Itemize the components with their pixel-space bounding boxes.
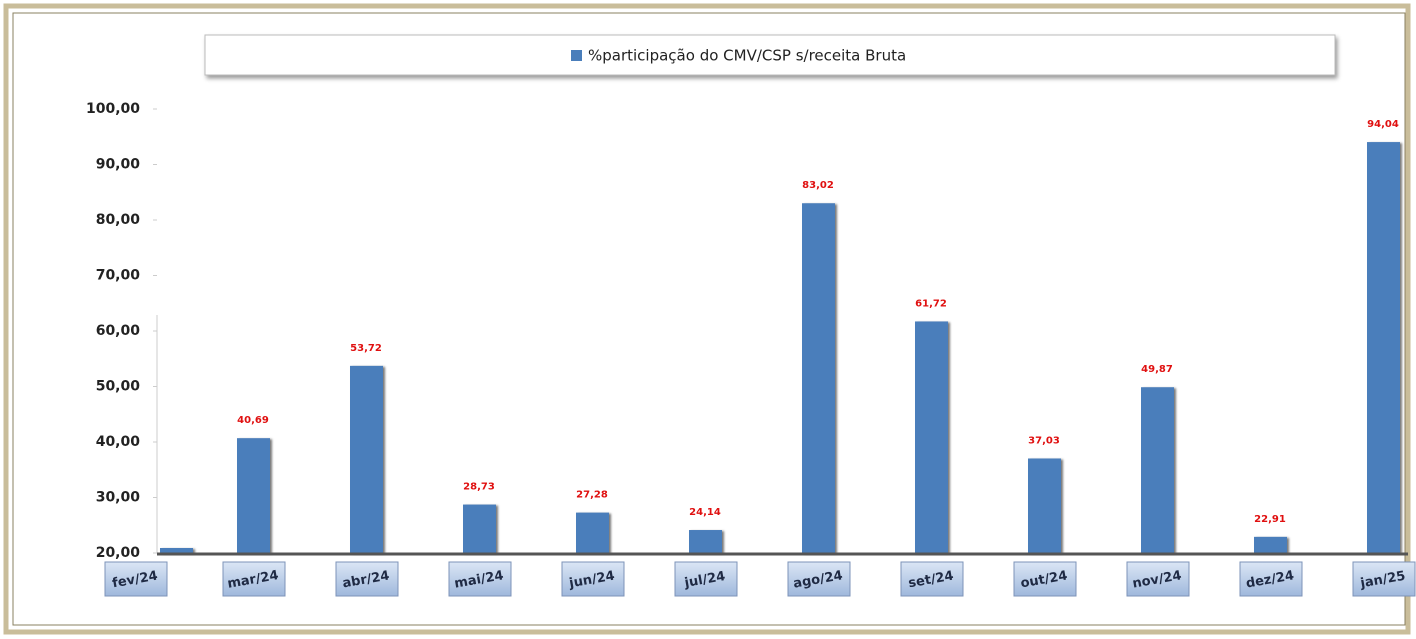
y-tick-label: 30,00 (96, 490, 141, 506)
category-box (787, 561, 851, 597)
category-box (1126, 561, 1190, 597)
bar (1028, 458, 1061, 553)
category-box (1013, 561, 1077, 597)
category-box (1239, 561, 1303, 597)
category-box (222, 561, 286, 597)
inner-frame (12, 12, 1406, 626)
value-label: 61,72 (915, 298, 947, 309)
category-box (104, 561, 168, 597)
bar (160, 548, 193, 553)
bar (915, 321, 948, 553)
bar (463, 504, 496, 553)
value-label: 94,04 (1367, 119, 1399, 130)
value-label: 28,73 (463, 482, 495, 493)
bar (350, 365, 383, 553)
value-label: 37,03 (1028, 435, 1060, 446)
legend-swatch (571, 50, 582, 61)
value-label: 40,69 (237, 415, 269, 426)
legend-label: %participação do CMV/CSP s/receita Bruta (588, 47, 906, 65)
legend-box (204, 34, 1336, 76)
y-tick-label: 40,00 (96, 434, 141, 450)
y-tick-label: 90,00 (96, 157, 141, 173)
bar (1254, 536, 1287, 553)
bar (576, 512, 609, 553)
value-label: 22,91 (1254, 514, 1286, 525)
bar (1367, 142, 1400, 553)
category-box (900, 561, 964, 597)
y-tick-label: 60,00 (96, 323, 141, 339)
bar (1141, 387, 1174, 553)
bar (802, 203, 835, 553)
category-box (674, 561, 738, 597)
category-box (1352, 561, 1416, 597)
x-tick-label: jul/24 (683, 569, 727, 591)
bar (237, 438, 270, 553)
value-label: 83,02 (802, 180, 834, 191)
y-tick-label: 100,00 (86, 101, 140, 117)
value-label: 49,87 (1141, 364, 1173, 375)
category-box (335, 561, 399, 597)
category-box (448, 561, 512, 597)
category-box (561, 561, 625, 597)
y-tick-label: 80,00 (96, 212, 141, 228)
value-label: 24,14 (689, 507, 721, 518)
value-label: 53,72 (350, 343, 382, 354)
value-label: 27,28 (576, 490, 608, 501)
y-tick-label: 20,00 (96, 545, 141, 561)
y-tick-label: 70,00 (96, 268, 141, 284)
y-tick-label: 50,00 (96, 379, 141, 395)
bar (689, 530, 722, 553)
